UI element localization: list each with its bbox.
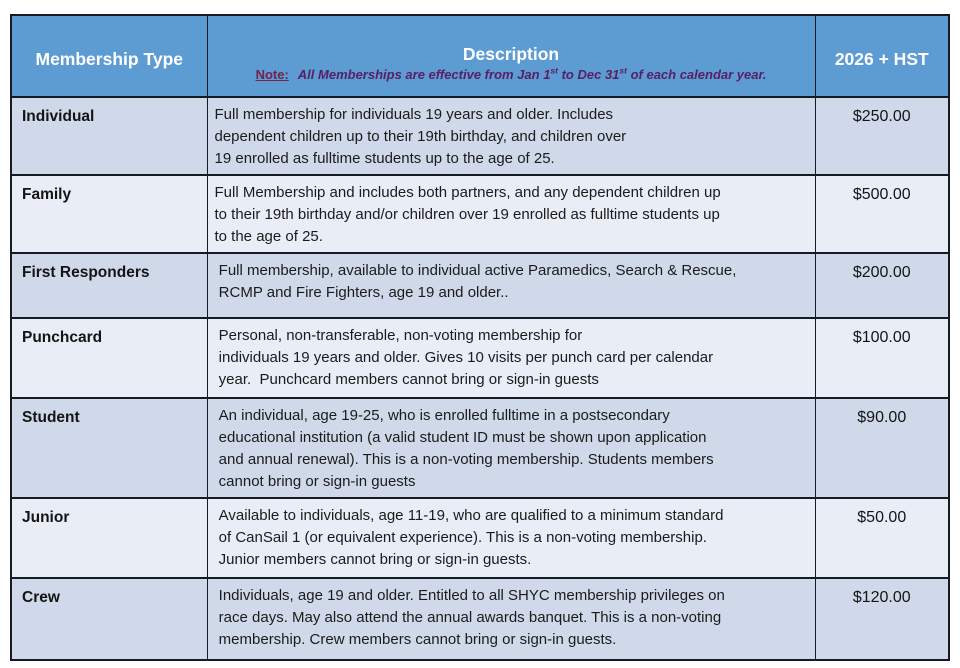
note-part1: All Memberships are effective from Jan 1 (297, 66, 551, 82)
membership-pricing-table: Membership Type Description Note: All Mem… (10, 14, 950, 661)
description-cell: An individual, age 19-25, who is enrolle… (206, 397, 816, 499)
header-description-cell: Description Note: All Memberships are eff… (206, 14, 816, 98)
header-membership-type: Membership Type (10, 14, 208, 98)
table-row-student: Student An individual, age 19-25, who is… (10, 397, 950, 499)
price-cell: $100.00 (814, 317, 950, 399)
table-row-junior: Junior Available to individuals, age 11-… (10, 497, 950, 579)
membership-type-cell: Family (10, 174, 208, 254)
description-cell: Available to individuals, age 11-19, who… (206, 497, 816, 579)
price-cell: $90.00 (814, 397, 950, 499)
membership-type-cell: Individual (10, 96, 208, 176)
note-superscript-1: st (550, 65, 558, 76)
price-cell: $120.00 (814, 577, 950, 661)
price-cell: $250.00 (814, 96, 950, 176)
description-cell: Full membership, available to individual… (206, 252, 816, 319)
header-price-column: 2026 + HST (814, 14, 950, 98)
membership-type-cell: Junior (10, 497, 208, 579)
table-row-individual: Individual Full membership for individua… (10, 96, 950, 176)
note-label: Note: (255, 66, 289, 82)
description-cell: Personal, non-transferable, non-voting m… (206, 317, 816, 399)
price-cell: $500.00 (814, 174, 950, 254)
table-row-first-responders: First Responders Full membership, availa… (10, 252, 950, 319)
header-note: Note: All Memberships are effective from … (256, 66, 767, 83)
membership-type-cell: Crew (10, 577, 208, 661)
membership-type-cell: Punchcard (10, 317, 208, 399)
table-row-family: Family Full Membership and includes both… (10, 174, 950, 254)
price-cell: $50.00 (814, 497, 950, 579)
note-part3: of each calendar year. (626, 66, 767, 82)
table-header-row: Membership Type Description Note: All Mem… (10, 14, 950, 98)
note-superscript-2: st (619, 65, 627, 76)
note-text: All Memberships are effective from Jan 1… (297, 65, 767, 82)
membership-type-cell: First Responders (10, 252, 208, 319)
header-description-wrap: Description Note: All Memberships are eff… (209, 30, 814, 83)
table-row-crew: Crew Individuals, age 19 and older. Enti… (10, 577, 950, 661)
note-part2: to Dec 31 (557, 66, 620, 82)
description-cell: Individuals, age 19 and older. Entitled … (206, 577, 816, 661)
description-cell: Full Membership and includes both partne… (206, 174, 816, 254)
price-cell: $200.00 (814, 252, 950, 319)
membership-type-cell: Student (10, 397, 208, 499)
table-row-punchcard: Punchcard Personal, non-transferable, no… (10, 317, 950, 399)
description-cell: Full membership for individuals 19 years… (206, 96, 816, 176)
header-description-title: Description (462, 43, 560, 64)
